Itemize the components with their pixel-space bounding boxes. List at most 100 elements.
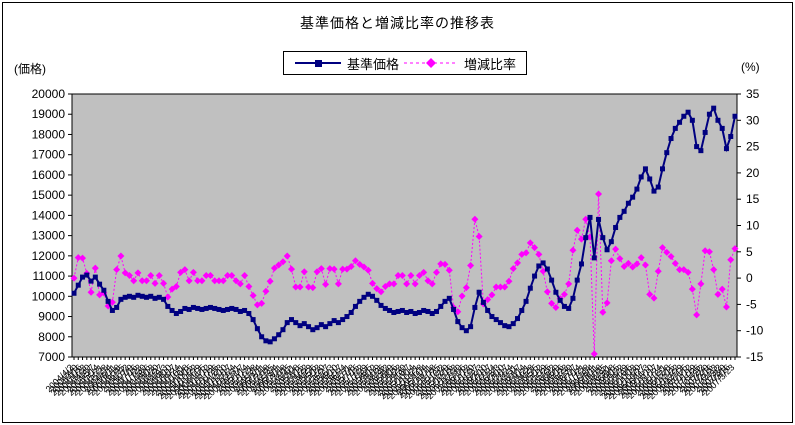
ratio-series-marker [189,268,197,276]
price-series-marker [455,319,461,325]
price-line-sample-icon [295,60,341,67]
legend-label-ratio: 増減比率 [464,56,517,72]
price-series-marker [340,317,346,323]
ratio-series-marker [300,268,308,276]
price-series-marker [472,304,478,310]
price-series-marker [361,294,367,300]
price-series-marker [399,307,405,313]
price-series-marker [672,125,678,131]
price-series-marker [280,327,286,333]
price-series-marker [719,125,725,131]
ratio-series-marker [650,294,658,302]
price-series-marker [433,308,439,314]
left-axis-tick-label: 14000 [32,208,66,222]
price-series-marker [182,305,188,311]
ratio-series-marker [369,279,377,287]
right-axis-tick-label: 15 [746,192,760,206]
price-series-marker [271,336,277,342]
ratio-series-marker [603,299,611,307]
price-series-marker [105,298,111,304]
price-series-marker [92,274,98,280]
price-series-marker [706,111,712,117]
diamond-marker-icon [426,58,437,68]
ratio-series-marker [475,233,483,241]
ratio-series-marker [270,264,278,272]
price-series-marker [485,307,491,313]
price-series-marker [365,291,371,297]
legend-item-price: 基準価格 [294,54,399,73]
price-series-marker [293,320,299,326]
price-series-marker [254,326,260,332]
price-series-marker [114,304,120,310]
price-series-marker [502,323,508,329]
price-series-marker [651,188,657,194]
ratio-series-marker [206,271,214,279]
price-series-marker [225,306,231,312]
price-series-marker [306,324,312,330]
price-series-marker [468,324,474,330]
ratio-series-marker [322,280,330,288]
price-series-marker [314,325,320,331]
ratio-series-marker [641,261,649,269]
ratio-series-marker [428,280,436,288]
price-series-marker [207,304,213,310]
ratio-series-marker [125,271,133,279]
price-series-marker [97,281,103,287]
ratio-series-marker [599,308,607,316]
ratio-series-marker [509,265,517,273]
price-series-marker [553,289,559,295]
price-series-marker [391,309,397,315]
ratio-series-marker [714,290,722,298]
price-series-marker [370,293,376,299]
ratio-series-marker [279,258,287,266]
price-series-marker [101,287,107,293]
ratio-series-marker [194,277,202,285]
price-series-marker [625,200,631,206]
price-series-marker [408,308,414,314]
price-series-marker [694,144,700,150]
ratio-series-marker [172,283,180,291]
price-series-marker [630,194,636,200]
ratio-series-marker [228,271,236,279]
price-series-marker [284,320,290,326]
ratio-series-marker [441,260,449,268]
ratio-series-marker [514,259,522,267]
price-series-marker [583,235,589,241]
ratio-series-marker [659,244,667,252]
price-series-marker [344,314,350,320]
price-series-marker [544,266,550,272]
price-series-marker [608,239,614,245]
ratio-series-marker [364,266,372,274]
price-series-marker [331,318,337,324]
price-series-marker [395,308,401,314]
ratio-series-marker [505,277,513,285]
left-axis-tick-label: 11000 [33,269,66,283]
ratio-series-marker [633,260,641,268]
price-series-marker [574,277,580,283]
ratio-series-marker [620,263,628,271]
right-axis-tick-label: 5 [746,245,753,259]
price-series-marker [250,317,256,323]
price-series-marker [165,303,171,309]
price-series-marker [382,305,388,311]
price-series-marker [327,321,333,327]
ratio-series-marker [386,280,394,288]
price-series-marker [621,208,627,214]
price-series-marker [523,298,529,304]
ratio-series-marker [198,277,206,285]
ratio-series-marker [202,271,210,279]
ratio-series-marker [138,277,146,285]
ratio-series-marker [424,277,432,285]
price-series-marker [109,307,115,313]
price-series-marker [323,324,329,330]
ratio-series-marker [688,285,696,293]
ratio-series-marker [313,268,321,276]
ratio-series-marker [471,215,479,223]
ratio-series-marker [155,271,163,279]
price-series-marker [613,225,619,231]
left-axis-tick-label: 20000 [32,87,66,101]
ratio-series-marker [684,268,692,276]
ratio-series-marker [266,277,274,285]
ratio-series-marker [731,245,739,253]
